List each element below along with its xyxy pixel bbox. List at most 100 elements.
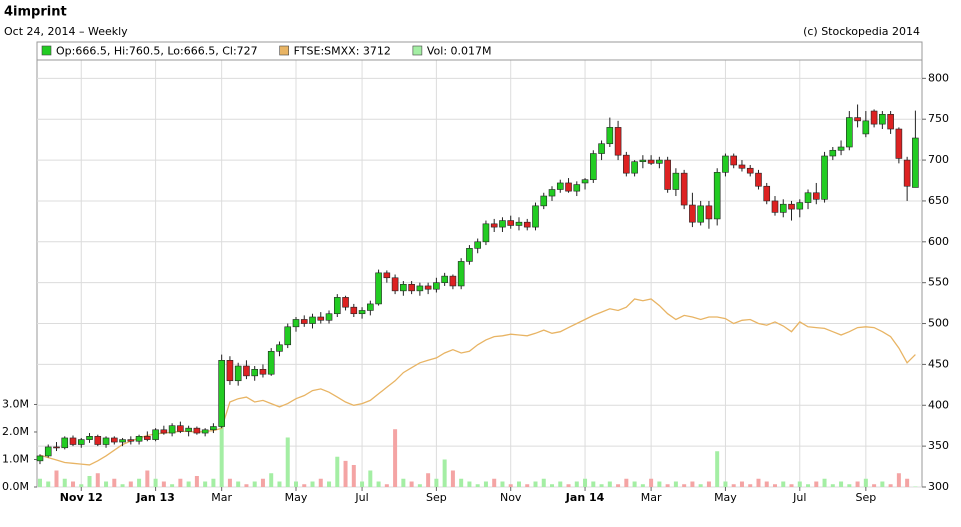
volume-bar <box>434 478 439 487</box>
candle-body <box>391 277 399 292</box>
candle-body <box>168 425 176 434</box>
volume-bar <box>161 481 166 487</box>
candle-body <box>788 203 795 210</box>
volume-bar <box>855 481 860 487</box>
volume-bar <box>533 481 538 487</box>
volume-bar <box>46 481 51 487</box>
y-tick-label: 550 <box>928 276 949 289</box>
candle-body <box>201 429 209 434</box>
volume-bar <box>574 481 579 487</box>
volume-bar <box>426 473 431 487</box>
candle-body <box>556 182 564 190</box>
candle-body <box>639 159 647 163</box>
candle-body <box>292 319 300 328</box>
candle-body <box>697 205 704 223</box>
candle-body <box>44 446 52 457</box>
volume-bar <box>211 478 216 487</box>
x-tick-label: Jan 14 <box>565 491 605 504</box>
candle-body <box>259 369 267 375</box>
volume-bar <box>665 484 670 487</box>
volume-bar <box>632 481 637 487</box>
y-tick-label: 800 <box>928 71 949 84</box>
candle-body <box>746 167 754 174</box>
candle-body <box>383 272 391 279</box>
volume-bar <box>649 478 654 487</box>
volume-bar <box>863 478 868 487</box>
candle-body <box>631 161 638 174</box>
candle-body <box>94 436 102 445</box>
candle-body <box>416 285 424 292</box>
x-tick-label: Nov 12 <box>60 491 103 504</box>
candle-body <box>152 429 159 440</box>
volume-bar <box>814 481 819 487</box>
volume-bar <box>153 478 158 487</box>
volume-bar <box>327 481 332 487</box>
volume-bar <box>376 481 381 487</box>
x-tick-label: Mar <box>211 491 232 504</box>
volume-bar <box>277 481 282 487</box>
volume-bar <box>797 481 802 487</box>
volume-bar <box>360 481 365 487</box>
volume-bar <box>62 478 67 487</box>
candle-body <box>284 326 292 346</box>
volume-bar <box>112 478 117 487</box>
candle-body <box>251 369 258 377</box>
volume-bar <box>905 478 910 487</box>
candle-body <box>730 155 738 166</box>
volume-bar <box>95 473 100 487</box>
chart-subtitle: Oct 24, 2014 – Weekly <box>4 25 128 38</box>
volume-bar <box>368 470 373 487</box>
volume-bar <box>483 481 488 487</box>
volume-bar <box>492 478 497 487</box>
candle-body <box>218 360 225 427</box>
candle-body <box>367 303 374 311</box>
volume-bar <box>219 420 224 487</box>
plot-frame <box>36 41 923 488</box>
candle-body <box>185 427 192 432</box>
candle-body <box>267 351 275 375</box>
volume-bar <box>525 484 530 487</box>
candle-body <box>862 120 870 135</box>
candle-body <box>61 437 69 449</box>
candle-body <box>829 149 837 157</box>
volume-bar <box>194 475 199 487</box>
volume-bar <box>715 451 720 487</box>
candle-body <box>656 159 663 164</box>
x-tick-label: Jan 13 <box>135 491 174 504</box>
volume-bar <box>293 481 298 487</box>
candle-body <box>713 172 721 220</box>
legend-swatch <box>41 45 52 56</box>
legend-label: Op:666.5, Hi:760.5, Lo:666.5, Cl:727 <box>56 45 258 58</box>
legend-swatch <box>279 45 289 56</box>
volume-bar <box>79 484 84 487</box>
candle-body <box>887 114 894 130</box>
candle-body <box>177 425 184 432</box>
volume-bar <box>500 481 505 487</box>
candle-body <box>466 248 473 262</box>
chart-credit: (c) Stockopedia 2014 <box>803 25 920 38</box>
volume-bar <box>343 460 348 487</box>
candle-body <box>474 241 481 249</box>
volume-bar <box>731 484 736 487</box>
x-tick-label: Sep <box>855 491 876 504</box>
candle-body <box>606 127 614 145</box>
candle-body <box>309 316 316 324</box>
x-tick-label: Sep <box>426 491 447 504</box>
volume-bar <box>764 481 769 487</box>
volume-bar <box>756 478 761 487</box>
candle-body <box>812 192 820 200</box>
candle-body <box>796 202 804 210</box>
candle-body <box>375 272 382 305</box>
y-tick-label: 700 <box>928 153 949 166</box>
volume-bar <box>723 481 728 487</box>
candle-body <box>69 437 77 445</box>
volume-bar <box>583 478 588 487</box>
volume-bar <box>37 478 42 487</box>
x-tick-label: May <box>285 491 308 504</box>
y2-tick-label: 2.0M <box>2 425 29 438</box>
candle-body <box>879 114 886 125</box>
candle-body <box>763 185 771 202</box>
volume-bar <box>839 481 844 487</box>
volume-bar <box>640 484 645 487</box>
